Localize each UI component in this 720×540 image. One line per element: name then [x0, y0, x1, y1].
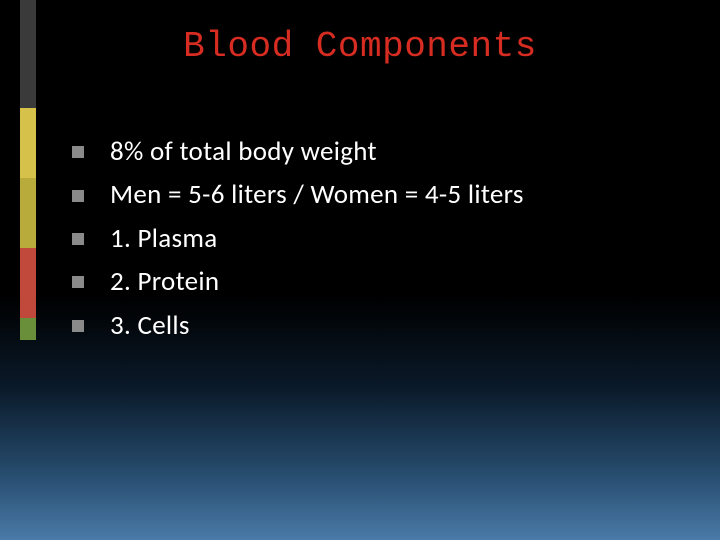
list-item: 2. Protein: [72, 266, 524, 298]
list-item: 8% of total body weight: [72, 136, 524, 168]
bullet-marker-icon: [72, 190, 84, 202]
slide-title: Blood Components: [0, 26, 720, 67]
bullet-marker-icon: [72, 276, 84, 288]
bullet-marker-icon: [72, 233, 84, 245]
bullet-text: 1. Plasma: [110, 223, 217, 255]
accent-block: [20, 108, 36, 178]
list-item: 3. Cells: [72, 310, 524, 342]
bullet-text: 3. Cells: [110, 310, 190, 342]
slide: Blood Components 8% of total body weight…: [0, 0, 720, 540]
bullet-text: Men = 5-6 liters / Women = 4-5 liters: [110, 179, 524, 211]
bullet-marker-icon: [72, 320, 84, 332]
bullet-list: 8% of total body weight Men = 5-6 liters…: [72, 136, 524, 353]
bullet-text: 8% of total body weight: [110, 136, 377, 168]
accent-block: [20, 318, 36, 340]
list-item: Men = 5-6 liters / Women = 4-5 liters: [72, 179, 524, 211]
list-item: 1. Plasma: [72, 223, 524, 255]
bullet-text: 2. Protein: [110, 266, 219, 298]
accent-block: [20, 178, 36, 248]
accent-block: [20, 248, 36, 318]
bullet-marker-icon: [72, 146, 84, 158]
